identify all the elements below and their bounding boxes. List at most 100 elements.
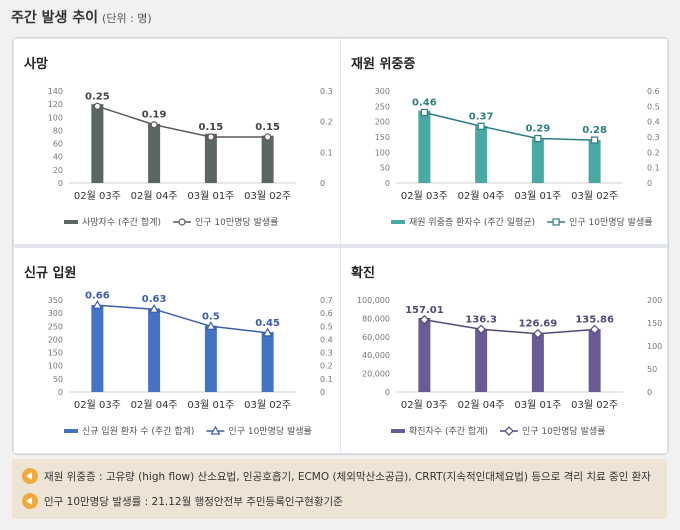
legend-bar-swatch xyxy=(64,429,78,433)
legend-line-label: 인구 10만명당 발생률 xyxy=(228,426,311,437)
y2-tick-label: 0.6 xyxy=(647,87,660,96)
data-label: 157.01 xyxy=(405,305,444,316)
bar xyxy=(531,333,544,392)
rate-marker xyxy=(533,328,543,339)
rate-marker xyxy=(591,136,599,144)
y-tick-label: 80 xyxy=(53,126,63,135)
legend-line-label: 인구 10만명당 발생률 xyxy=(569,217,652,228)
rate-marker xyxy=(476,324,486,335)
bar xyxy=(148,308,161,392)
x-tick-label: 02월 04주 xyxy=(458,190,505,202)
rate-marker xyxy=(93,102,101,110)
y-tick-label: 150 xyxy=(375,133,390,142)
y-tick-label: 60,000 xyxy=(362,333,390,342)
bar xyxy=(588,140,601,183)
y-tick-label: 100 xyxy=(48,113,63,122)
x-tick-label: 03월 01주 xyxy=(514,399,561,411)
data-label: 0.19 xyxy=(142,110,167,121)
x-tick-label: 03월 01주 xyxy=(187,399,234,411)
x-tick-label: 03월 02주 xyxy=(571,399,618,411)
y-tick-label: 50 xyxy=(53,375,63,384)
footnote-text: 재원 위중증 : 고유량 (high flow) 산소요법, 인공호흡기, EC… xyxy=(44,470,651,483)
y2-tick-label: 0.4 xyxy=(647,118,660,127)
data-label: 0.45 xyxy=(255,318,280,329)
rate-marker xyxy=(534,134,542,143)
data-label: 0.63 xyxy=(142,294,167,305)
rate-marker xyxy=(477,122,485,130)
y-tick-label: 350 xyxy=(48,296,63,305)
footnote-critical: 재원 위중증 : 고유량 (high flow) 산소요법, 인공호흡기, EC… xyxy=(22,467,651,485)
data-label: 0.29 xyxy=(526,124,551,135)
y-tick-label: 0 xyxy=(385,388,390,397)
y2-tick-label: 0.3 xyxy=(320,87,333,96)
y-tick-label: 0 xyxy=(385,179,390,188)
rate-marker xyxy=(150,121,158,129)
footnote-rate: 인구 10만명당 발생률 : 21.12월 행정안전부 주민등록인구현황기준 xyxy=(22,492,343,510)
charts-container: 사망 0 20 40 60 80 100 120 140 0 0.1 0.2 0.3 02월 03주 02… xyxy=(12,37,669,455)
y2-tick-label: 0.6 xyxy=(320,309,333,318)
bar xyxy=(148,123,161,183)
data-label: 0.15 xyxy=(199,122,224,133)
footnotes: 재원 위중증 : 고유량 (high flow) 산소요법, 인공호흡기, EC… xyxy=(12,459,667,519)
data-label: 0.5 xyxy=(202,311,220,322)
data-label: 0.46 xyxy=(412,97,437,108)
legend-line-marker xyxy=(178,218,186,226)
rate-line xyxy=(424,319,595,335)
x-tick-label: 02월 03주 xyxy=(74,399,121,411)
data-label: 126.69 xyxy=(519,319,558,330)
speaker-icon xyxy=(22,468,38,484)
page-title: 주간 발생 추이 (단위 : 명) xyxy=(11,7,152,27)
y-tick-label: 300 xyxy=(48,309,63,318)
y2-tick-label: 0.2 xyxy=(320,118,333,127)
legend-bar-swatch xyxy=(64,220,78,224)
y2-tick-label: 0 xyxy=(647,388,652,397)
bar xyxy=(261,135,274,183)
bar xyxy=(91,104,104,183)
y-tick-label: 250 xyxy=(48,322,63,331)
data-label: 0.28 xyxy=(582,125,607,136)
x-tick-label: 02월 03주 xyxy=(74,190,121,202)
y2-tick-label: 0.3 xyxy=(320,349,333,358)
rate-marker xyxy=(420,108,428,117)
y-tick-label: 20,000 xyxy=(362,370,390,379)
x-tick-label: 02월 03주 xyxy=(401,399,448,411)
bar xyxy=(261,332,274,392)
bar xyxy=(204,325,217,392)
y-tick-label: 0 xyxy=(58,388,63,397)
legend-line-marker xyxy=(210,425,221,435)
speaker-icon xyxy=(22,493,38,509)
x-tick-label: 03월 01주 xyxy=(187,190,234,202)
y-tick-label: 250 xyxy=(375,102,390,111)
y-tick-label: 140 xyxy=(48,87,63,96)
bar xyxy=(418,110,431,183)
y2-tick-label: 0.2 xyxy=(647,148,660,157)
y2-tick-label: 0.1 xyxy=(647,164,660,173)
bar xyxy=(588,329,601,392)
y-tick-label: 20 xyxy=(53,166,63,175)
y2-tick-label: 0.7 xyxy=(320,296,333,305)
y-tick-label: 200 xyxy=(375,118,390,127)
legend-bar-label: 신규 입원 환자 수 (주간 합계) xyxy=(82,425,194,437)
bar xyxy=(418,317,431,392)
x-tick-label: 03월 02주 xyxy=(244,190,291,202)
x-tick-label: 02월 04주 xyxy=(458,399,505,411)
legend-bar-label: 사망자수 (주간 합계) xyxy=(82,216,161,228)
y-tick-label: 200 xyxy=(48,335,63,344)
y-tick-label: 120 xyxy=(48,100,63,109)
y2-tick-label: 0.1 xyxy=(320,148,333,157)
chart-panel-deaths: 사망 0 20 40 60 80 100 120 140 0 0.1 0.2 0.3 02월 03주 02… xyxy=(14,39,340,244)
chart-panel-critical: 재원 위중증 0 50 100 150 200 250 300 0 0.1 0.2 0.3 0.4 0.… xyxy=(341,39,667,244)
legend-bar-label: 확진자수 (주간 합계) xyxy=(409,425,488,437)
legend-line-label: 인구 10만명당 발생률 xyxy=(522,426,605,437)
y2-tick-label: 0.5 xyxy=(647,102,660,111)
rate-marker xyxy=(419,314,430,325)
rate-line xyxy=(97,304,268,334)
rate-marker xyxy=(149,303,160,313)
chart-panel-confirmed: 확진 0 20,000 40,000 60,000 80,000 100,000 0 50 10… xyxy=(341,248,667,453)
y2-tick-label: 0.5 xyxy=(320,322,333,331)
legend-bar-swatch xyxy=(391,220,405,224)
chart-title: 사망 xyxy=(24,57,48,72)
rate-marker xyxy=(589,324,600,335)
data-label: 135.86 xyxy=(575,315,614,326)
bar xyxy=(204,133,217,183)
